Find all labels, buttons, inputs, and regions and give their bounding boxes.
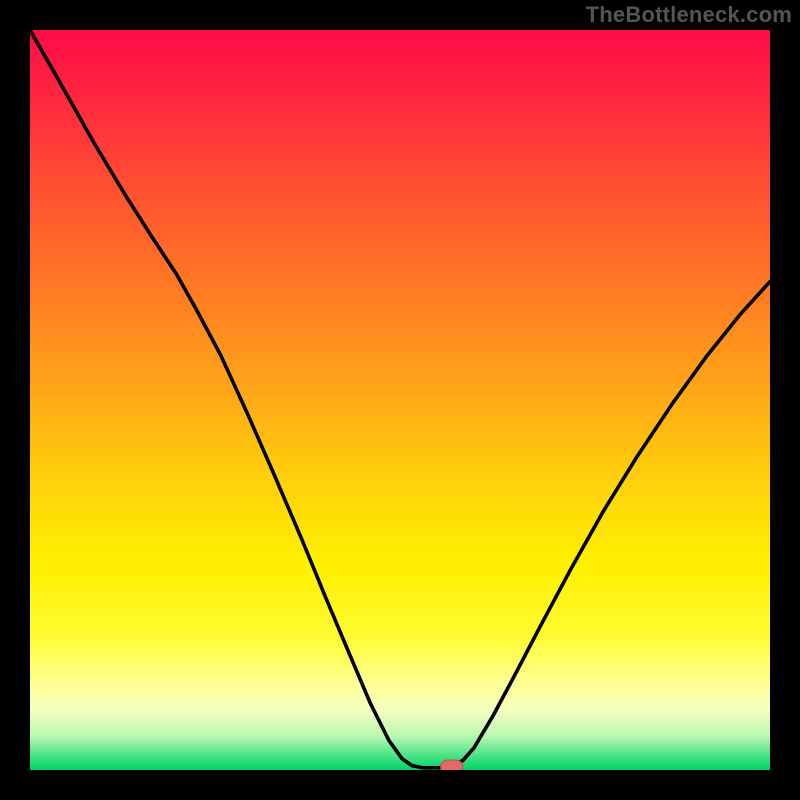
watermark-text: TheBottleneck.com [586, 2, 792, 28]
frame-border-bottom [0, 770, 800, 800]
chart-frame: TheBottleneck.com [0, 0, 800, 800]
bottleneck-chart [0, 0, 800, 800]
plot-background [30, 30, 770, 770]
frame-border-left [0, 0, 30, 800]
frame-border-right [770, 0, 800, 800]
